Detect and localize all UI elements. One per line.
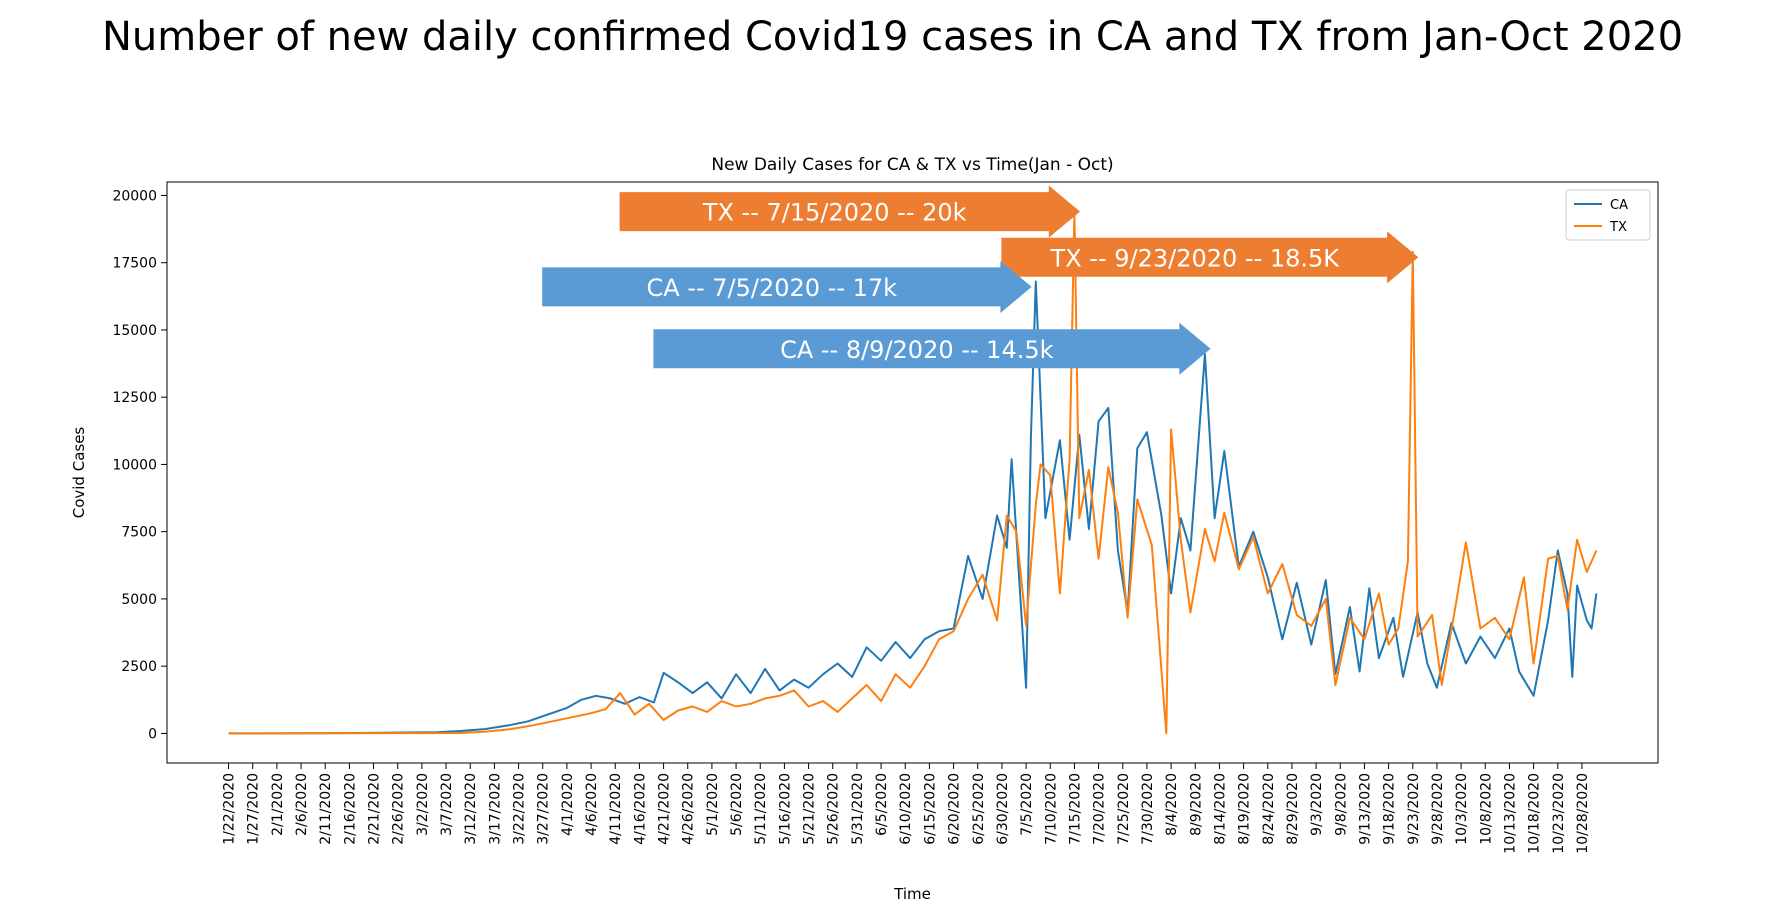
x-tick-label: 8/4/2020 xyxy=(1164,773,1180,836)
x-tick-label: 8/14/2020 xyxy=(1212,773,1228,845)
x-tick-label: 4/11/2020 xyxy=(608,773,624,845)
x-tick-label: 5/31/2020 xyxy=(850,773,866,845)
legend-label: TX xyxy=(1609,220,1627,235)
x-tick-label: 2/1/2020 xyxy=(270,773,286,836)
x-tick-label: 6/10/2020 xyxy=(898,773,914,845)
x-tick-label: 5/16/2020 xyxy=(777,773,793,845)
x-tick-label: 4/16/2020 xyxy=(632,773,648,845)
x-tick-label: 10/18/2020 xyxy=(1527,773,1543,854)
x-tick-label: 10/13/2020 xyxy=(1502,773,1518,854)
x-tick-label: 5/11/2020 xyxy=(753,773,769,845)
slide-title: Number of new daily confirmed Covid19 ca… xyxy=(101,14,1684,60)
x-tick-label: 6/20/2020 xyxy=(947,773,963,845)
annotation-arrow: TX -- 9/23/2020 -- 18.5K xyxy=(1001,231,1419,284)
x-tick-label: 4/6/2020 xyxy=(584,773,600,836)
legend-box xyxy=(1565,189,1651,241)
x-tick-label: 10/28/2020 xyxy=(1575,773,1591,854)
x-tick-label: 9/8/2020 xyxy=(1333,773,1349,836)
x-tick-label: 3/27/2020 xyxy=(536,773,552,845)
series-line-tx xyxy=(228,210,1598,735)
x-tick-label: 2/6/2020 xyxy=(294,773,310,836)
annotation-label: TX -- 9/23/2020 -- 18.5K xyxy=(1050,244,1341,272)
x-tick-label: 3/7/2020 xyxy=(439,773,455,836)
x-axis-label: Time xyxy=(893,885,931,903)
x-tick-label: 8/9/2020 xyxy=(1188,773,1204,836)
x-tick-label: 5/6/2020 xyxy=(729,773,745,836)
x-tick-label: 4/21/2020 xyxy=(657,773,673,845)
y-tick-label: 12500 xyxy=(112,390,157,406)
x-tick-label: 3/2/2020 xyxy=(415,773,431,836)
annotation-arrow: CA -- 7/5/2020 -- 17k xyxy=(542,260,1032,313)
plot-frame xyxy=(166,181,1659,764)
annotations: TX -- 7/15/2020 -- 20k TX -- 9/23/2020 --… xyxy=(542,185,1419,375)
x-tick-label: 4/1/2020 xyxy=(560,773,576,836)
legend-label: CA xyxy=(1610,198,1628,213)
annotation-arrow: TX -- 7/15/2020 -- 20k xyxy=(619,185,1081,238)
x-tick-label: 3/12/2020 xyxy=(463,773,479,845)
x-tick-label: 7/10/2020 xyxy=(1043,773,1059,845)
y-tick-label: 7500 xyxy=(121,525,157,541)
x-tick-label: 9/3/2020 xyxy=(1309,773,1325,836)
annotation-label: CA -- 8/9/2020 -- 14.5k xyxy=(780,336,1054,364)
x-tick-label: 8/24/2020 xyxy=(1261,773,1277,845)
x-tick-label: 10/23/2020 xyxy=(1551,773,1567,854)
x-tick-label: 1/22/2020 xyxy=(222,773,238,845)
x-tick-label: 5/21/2020 xyxy=(802,773,818,845)
x-tick-label: 9/28/2020 xyxy=(1430,773,1446,845)
x-tick-label: 7/15/2020 xyxy=(1067,773,1083,845)
y-tick-label: 2500 xyxy=(121,659,157,675)
x-tick-label: 9/13/2020 xyxy=(1357,773,1373,845)
x-tick-label: 6/30/2020 xyxy=(995,773,1011,845)
x-tick-label: 8/29/2020 xyxy=(1285,773,1301,845)
y-tick-label: 20000 xyxy=(112,188,157,204)
y-tick-label: 17500 xyxy=(112,256,157,272)
x-tick-label: 2/11/2020 xyxy=(318,773,334,845)
y-axis-label: Covid Cases xyxy=(70,427,88,519)
y-axis: 0 2500 5000 7500 10000 12500 15000 17500 20000 xyxy=(112,188,167,742)
arrow-shape xyxy=(542,260,1032,313)
annotation-arrow: CA -- 8/9/2020 -- 14.5k xyxy=(653,322,1211,375)
arrow-shape xyxy=(619,185,1081,238)
x-tick-label: 2/26/2020 xyxy=(391,773,407,845)
x-tick-label: 7/25/2020 xyxy=(1116,773,1132,845)
x-tick-label: 5/1/2020 xyxy=(705,773,721,836)
x-tick-label: 3/17/2020 xyxy=(487,773,503,845)
x-tick-label: 5/26/2020 xyxy=(826,773,842,845)
annotation-label: TX -- 7/15/2020 -- 20k xyxy=(702,199,967,227)
x-tick-label: 3/22/2020 xyxy=(512,773,528,845)
x-tick-label: 6/15/2020 xyxy=(922,773,938,845)
x-tick-label: 8/19/2020 xyxy=(1237,773,1253,845)
x-tick-label: 2/21/2020 xyxy=(367,773,383,845)
x-tick-label: 7/20/2020 xyxy=(1092,773,1108,845)
x-tick-label: 10/3/2020 xyxy=(1454,773,1470,845)
y-tick-label: 5000 xyxy=(121,592,157,608)
x-tick-label: 10/8/2020 xyxy=(1478,773,1494,845)
x-tick-label: 2/16/2020 xyxy=(342,773,358,845)
x-tick-label: 9/18/2020 xyxy=(1382,773,1398,845)
chart-title: New Daily Cases for CA & TX vs Time(Jan … xyxy=(711,155,1113,175)
x-tick-label: 9/23/2020 xyxy=(1406,773,1422,845)
y-tick-label: 10000 xyxy=(112,457,157,473)
series-line-ca xyxy=(228,280,1598,735)
arrow-shape xyxy=(653,322,1211,375)
y-tick-label: 0 xyxy=(148,726,157,742)
legend: CA TX xyxy=(1565,189,1651,241)
x-tick-label: 6/25/2020 xyxy=(971,773,987,845)
x-tick-label: 4/26/2020 xyxy=(681,773,697,845)
x-tick-label: 1/27/2020 xyxy=(246,773,262,845)
arrow-shape xyxy=(1001,231,1419,284)
annotation-label: CA -- 7/5/2020 -- 17k xyxy=(647,274,898,302)
x-tick-label: 6/5/2020 xyxy=(874,773,890,836)
x-tick-label: 7/30/2020 xyxy=(1140,773,1156,845)
y-tick-label: 15000 xyxy=(112,323,157,339)
x-tick-label: 7/5/2020 xyxy=(1019,773,1035,836)
plot-lines xyxy=(228,210,1598,735)
x-axis: 1/22/2020 1/27/2020 2/1/2020 2/6/2020 2/11/2… xyxy=(222,763,1591,854)
